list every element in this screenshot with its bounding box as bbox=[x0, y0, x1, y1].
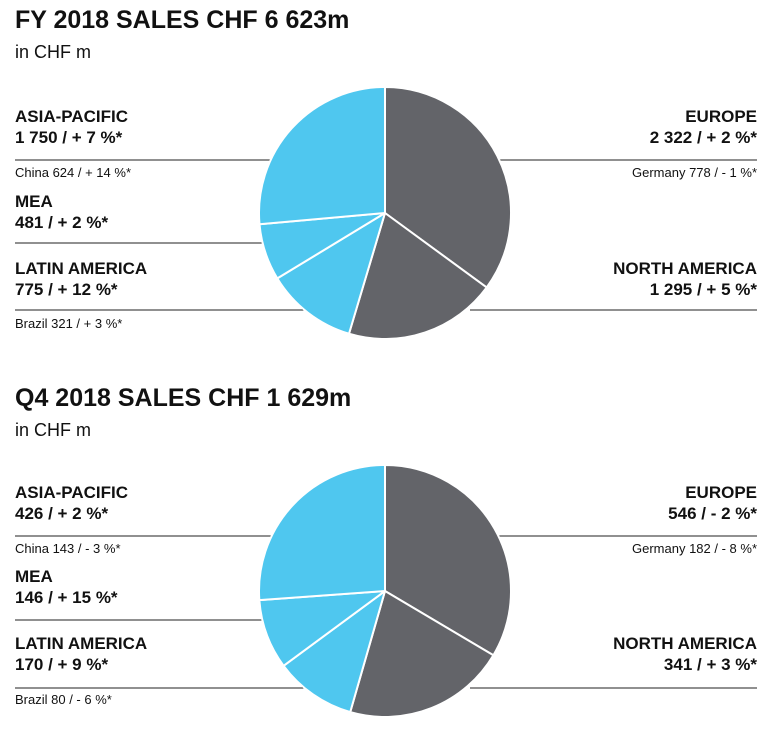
region-name: ASIA-PACIFIC bbox=[15, 483, 129, 502]
region-label-latin-america: LATIN AMERICA 170 / + 9 %* bbox=[15, 633, 147, 675]
chart-panel-q4-2018: Q4 2018 SALES CHF 1 629m in CHF m ASIA-P… bbox=[0, 378, 772, 753]
chart-subtitle: in CHF m bbox=[15, 420, 91, 440]
region-name: LATIN AMERICA bbox=[15, 634, 148, 653]
country-detail-china: China 624 / + 14 %* bbox=[15, 165, 131, 180]
region-value: 2 322 / + 2 %* bbox=[649, 128, 757, 147]
region-label-asia-pacific: ASIA-PACIFIC 426 / + 2 %* bbox=[15, 482, 128, 524]
country-detail-brazil: Brazil 321 / + 3 %* bbox=[15, 316, 123, 331]
region-name: MEA bbox=[15, 192, 53, 211]
region-name: EUROPE bbox=[685, 107, 757, 126]
region-value: 1 295 / + 5 %* bbox=[649, 280, 757, 299]
pie-slice-latin-america bbox=[276, 212, 386, 335]
region-name: EUROPE bbox=[685, 483, 757, 502]
chart-title: Q4 2018 SALES CHF 1 629m bbox=[15, 384, 352, 412]
region-label-mea: MEA 481 / + 2 %* bbox=[15, 191, 108, 233]
country-detail-brazil: Brazil 80 / - 6 %* bbox=[15, 692, 112, 707]
pie-slice-asia-pacific bbox=[258, 464, 386, 602]
region-value: 426 / + 2 %* bbox=[15, 504, 109, 523]
pie-slice-latin-america bbox=[282, 590, 386, 714]
leader-lines bbox=[15, 159, 757, 311]
region-name: NORTH AMERICA bbox=[613, 259, 757, 278]
country-detail-germany: Germany 778 / - 1 %* bbox=[632, 165, 757, 180]
pie-slice-north-america bbox=[347, 212, 488, 338]
chart-panel-fy2018: FY 2018 SALES CHF 6 623m in CHF m ASIA-P… bbox=[0, 0, 772, 375]
region-label-north-america: NORTH AMERICA 341 / + 3 %* bbox=[613, 633, 757, 675]
chart-title: FY 2018 SALES CHF 6 623m bbox=[15, 6, 350, 34]
region-name: LATIN AMERICA bbox=[15, 259, 148, 278]
region-value: 146 / + 15 %* bbox=[15, 588, 118, 607]
region-label-mea: MEA 146 / + 15 %* bbox=[15, 566, 118, 608]
region-label-latin-america: LATIN AMERICA 775 / + 12 %* bbox=[15, 258, 147, 300]
region-value: 775 / + 12 %* bbox=[15, 280, 118, 299]
pie-slice-asia-pacific bbox=[258, 86, 386, 226]
region-value: 1 750 / + 7 %* bbox=[15, 128, 123, 147]
region-name: NORTH AMERICA bbox=[613, 634, 757, 653]
pie-slice-europe bbox=[384, 86, 512, 289]
pie-slice-europe bbox=[384, 464, 512, 657]
chart-subtitle: in CHF m bbox=[15, 42, 91, 62]
pie-chart bbox=[258, 86, 512, 338]
leader-lines bbox=[15, 535, 757, 689]
region-value: 546 / - 2 %* bbox=[668, 504, 757, 523]
region-value: 170 / + 9 %* bbox=[15, 655, 109, 674]
region-label-asia-pacific: ASIA-PACIFIC 1 750 / + 7 %* bbox=[15, 106, 128, 148]
country-detail-china: China 143 / - 3 %* bbox=[15, 541, 121, 556]
pie-chart bbox=[258, 464, 512, 716]
region-label-north-america: NORTH AMERICA 1 295 / + 5 %* bbox=[613, 258, 757, 300]
region-value: 481 / + 2 %* bbox=[15, 213, 109, 232]
pie-slice-north-america bbox=[349, 590, 495, 716]
country-detail-germany: Germany 182 / - 8 %* bbox=[632, 541, 757, 556]
region-label-europe: EUROPE 2 322 / + 2 %* bbox=[650, 106, 757, 148]
region-value: 341 / + 3 %* bbox=[663, 655, 757, 674]
region-name: ASIA-PACIFIC bbox=[15, 107, 129, 126]
region-label-europe: EUROPE 546 / - 2 %* bbox=[668, 482, 757, 524]
region-name: MEA bbox=[15, 567, 53, 586]
